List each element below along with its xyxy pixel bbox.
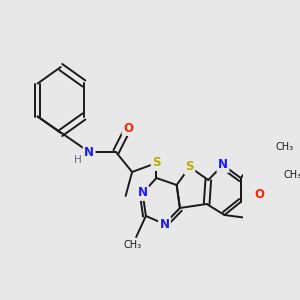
Text: N: N xyxy=(160,218,170,230)
Text: O: O xyxy=(123,122,133,134)
Text: N: N xyxy=(84,146,94,158)
Text: S: S xyxy=(185,160,194,173)
Text: N: N xyxy=(138,187,148,200)
Text: O: O xyxy=(254,188,264,202)
Text: H: H xyxy=(74,155,82,165)
Text: S: S xyxy=(152,157,161,169)
Text: CH₃: CH₃ xyxy=(275,142,294,152)
Text: CH₃: CH₃ xyxy=(124,240,142,250)
Text: N: N xyxy=(218,158,228,172)
Text: CH₃: CH₃ xyxy=(284,170,300,180)
